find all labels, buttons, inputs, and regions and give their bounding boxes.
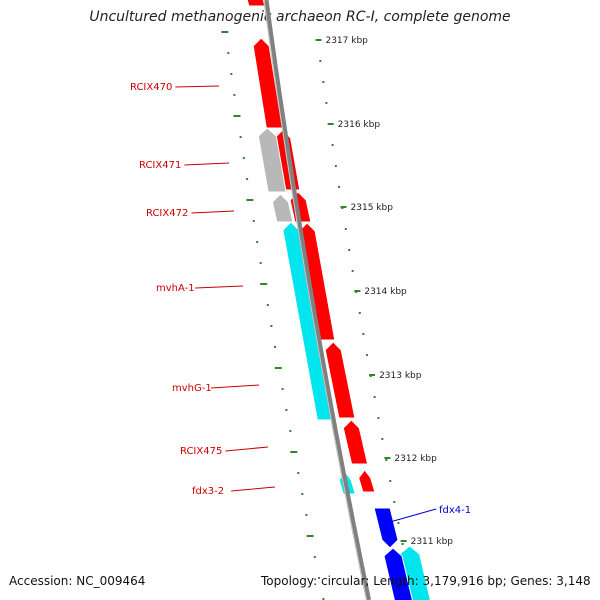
gene-label-leader [191,210,235,214]
scale-tick-label: 2315 kbp [351,203,394,213]
gene-label[interactable]: fdx4-1 [439,505,471,516]
scale-labels: 2317 kbp 2316 kbp 2315 kbp 2314 kbp 2313 kbp… [315,36,453,547]
gene-block-red[interactable] [252,37,283,129]
gene-label[interactable]: RCIX470 [130,82,172,93]
gene-label-leader [175,85,220,88]
gene-label[interactable]: mvhA-1 [156,283,195,294]
gene-label-leader [389,508,437,523]
backbone-line [263,0,372,600]
gene-block-blue[interactable] [383,547,415,600]
gene-label[interactable]: RCIX475 [180,446,222,457]
gene-block-red[interactable] [342,419,369,465]
scale-tick-label: 2314 kbp [364,287,407,297]
gene-block-blue[interactable] [373,507,399,549]
gene-label-leader [225,446,269,452]
gene-label[interactable]: RCIX471 [139,160,181,171]
gene-label[interactable]: RCIX472 [146,208,188,219]
gene-label-leader [211,384,260,389]
gene-label[interactable]: fdx3-2 [192,486,224,497]
gene-block-red[interactable] [358,469,376,493]
scale-tick-label: 2317 kbp [325,36,368,46]
scale-tick-label: 2313 kbp [379,371,422,381]
scale-tick-label: 2316 kbp [338,120,381,130]
gene-block-gray[interactable] [257,127,287,193]
inner-minor-ticks [221,31,325,600]
backbone-line [263,0,368,600]
scale-tick-label: 2311 kbp [411,537,454,547]
gene-block-red[interactable] [246,0,266,7]
gene-label-leader [184,162,230,166]
gene-label-leader [195,285,244,289]
accession-text: Accession: NC_009464 [9,574,146,588]
genome-backbone [263,0,372,600]
gene-block-gray[interactable] [271,193,294,223]
gene-labels: RCIX470 RCIX471 RCIX472 mvhA-1 mvhG-1 RCIX475… [130,82,471,523]
gene-label-leader [231,486,276,492]
genome-summary-text: Topology: circular; Length: 3,179,916 bp… [261,574,591,588]
scale-tick-label: 2312 kbp [394,454,437,464]
gene-features [246,0,431,600]
gene-label[interactable]: mvhG-1 [172,383,212,394]
map-title: Uncultured methanogenic archaeon RC-I, c… [89,9,511,25]
gene-block-red[interactable] [324,341,356,419]
